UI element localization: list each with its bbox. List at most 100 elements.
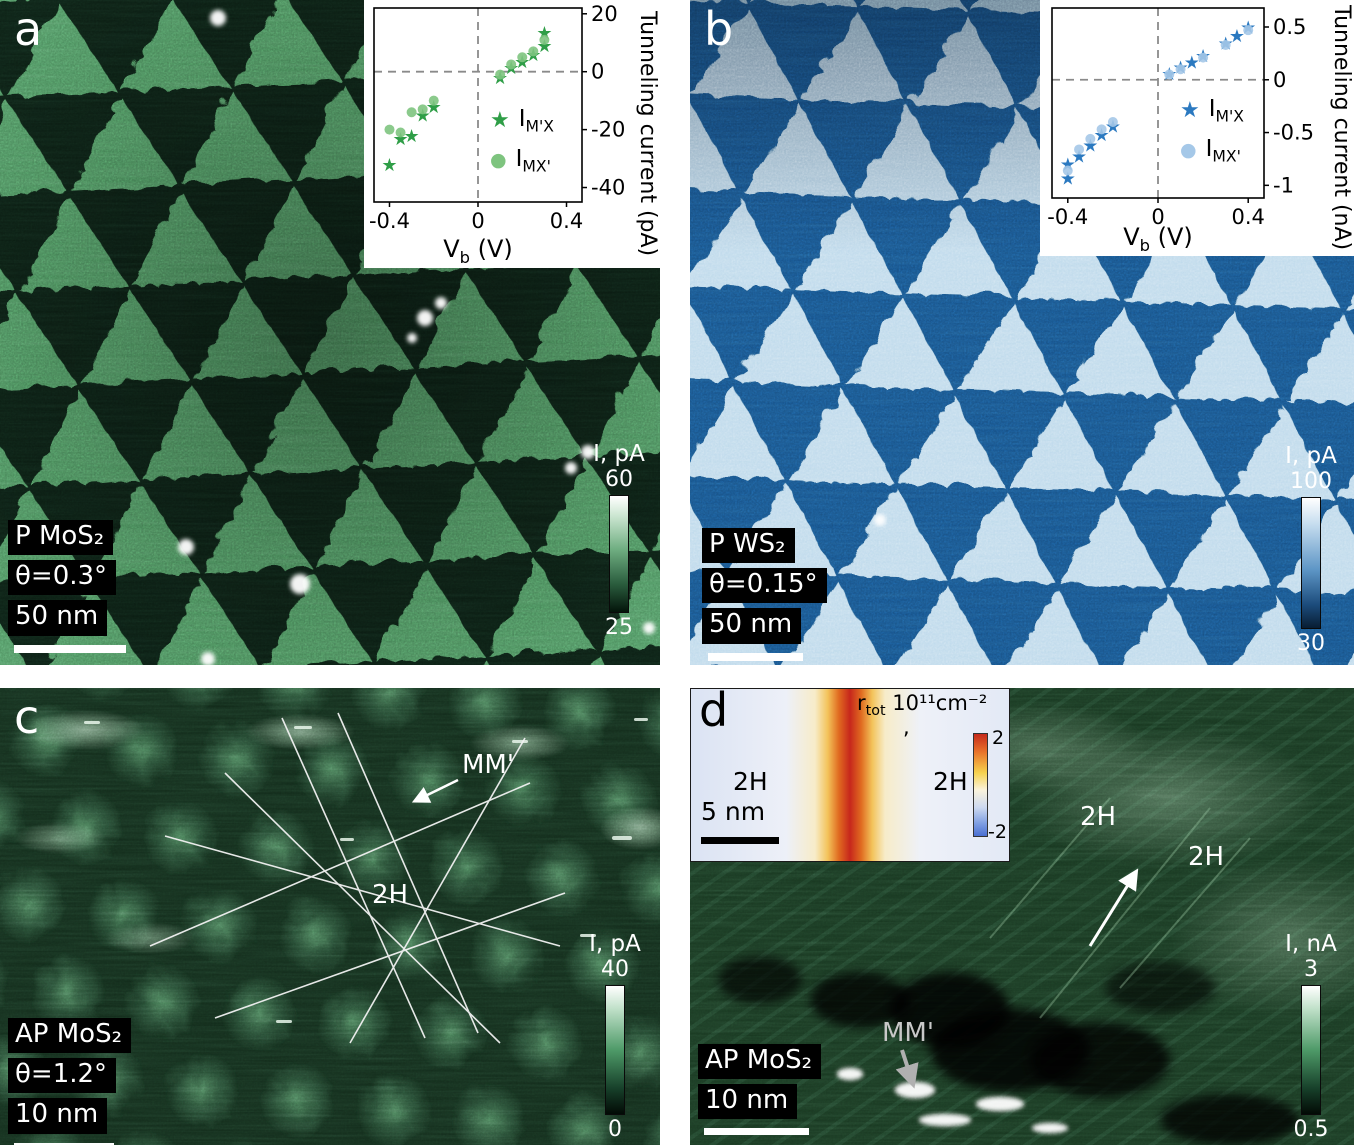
iv-inset-b: -0.400.40.50-0.5-1★★★★★★★★★★★★★ Tunnelin… <box>1040 0 1354 256</box>
sample-label: AP MoS₂ <box>698 1044 821 1080</box>
data-point-circle <box>1074 144 1085 155</box>
colorbar-max: 60 <box>605 467 633 493</box>
y-tick-label: -0.5 <box>1273 121 1314 145</box>
2h-label: 2H <box>372 880 409 910</box>
simulation-inset: d 2H 2H 5 nm rtot 10¹¹cm⁻² , 2 -2 <box>690 688 1010 862</box>
sample-label: P WS₂ <box>702 528 795 564</box>
legend-label: IMX' <box>1205 135 1241 166</box>
x-axis-symbol: V <box>443 235 460 264</box>
data-point-circle <box>1107 117 1118 127</box>
scalebar-label: 50 nm <box>8 600 108 636</box>
star-marker-icon: ★ <box>490 107 510 133</box>
legend-item: ● IMX' <box>1180 136 1244 166</box>
colorbar-min: 0.5 <box>1293 1116 1329 1142</box>
labels-a: P MoS₂ θ=0.3° 50 nm <box>8 520 126 653</box>
data-point-circle <box>1085 133 1096 144</box>
2h-right-label: 2H <box>933 767 968 796</box>
legend-label: IMX' <box>515 145 551 176</box>
inset-colorbar-gradient <box>973 733 988 837</box>
data-point-circle <box>395 127 406 138</box>
data-point-star: ★ <box>404 126 420 147</box>
x-axis-label: Vb (V) <box>1052 223 1264 255</box>
y-axis-label: Tunneling current (nA) <box>1329 5 1354 251</box>
sample-label: P MoS₂ <box>8 520 114 556</box>
scalebar <box>704 1128 809 1136</box>
labels-d: AP MoS₂ 10 nm <box>698 1044 821 1136</box>
panel-letter-c: c <box>14 690 40 744</box>
domain-wall-lines <box>149 712 566 1044</box>
data-point-circle <box>495 69 506 80</box>
panel-b: b -0.400.40.50-0.5-1★★★★★★★★★★★★★ Tunnel… <box>690 0 1354 665</box>
data-point-circle <box>428 95 439 106</box>
twist-angle-label: θ=0.3° <box>8 560 117 596</box>
labels-c: AP MoS₂ θ=1.2° 10 nm <box>8 1018 131 1145</box>
afm-image-d <box>690 688 1354 1145</box>
inset-colorbar-title: rtot 10¹¹cm⁻² <box>857 691 988 720</box>
panel-letter-a: a <box>14 2 43 56</box>
data-point-star: ★ <box>1060 168 1076 189</box>
colorbar-max: 40 <box>601 957 629 983</box>
y-tick-label: 0 <box>591 60 604 84</box>
bright-streaks <box>84 718 648 1023</box>
data-point-circle <box>406 107 417 118</box>
data-point-circle <box>506 59 517 70</box>
wall-annotation-arrow <box>1088 868 1139 947</box>
colorbar-title: I, pA <box>1285 443 1337 469</box>
colorbar-title: I, pA <box>593 441 645 467</box>
2h-left-label: 2H <box>733 767 768 796</box>
colorbar-gradient <box>605 984 625 1115</box>
y-axis-label: Tunneling current (pA) <box>635 11 660 257</box>
y-tick-label: -1 <box>1273 173 1294 197</box>
sample-label: AP MoS₂ <box>8 1018 131 1054</box>
colorbar-b: I, pA 100 30 <box>1280 443 1342 656</box>
scalebar-label: 50 nm <box>702 608 802 644</box>
data-point-circle <box>1062 165 1073 176</box>
inset-colorbar-min: -2 <box>988 821 1007 843</box>
scalebar <box>14 644 126 653</box>
colorbar-min: 0 <box>608 1116 622 1142</box>
x-axis-label: Vb (V) <box>374 235 582 267</box>
colorbar-gradient <box>1301 496 1321 629</box>
x-axis-subscript: b <box>1139 236 1150 255</box>
colorbar-min: 25 <box>605 614 633 640</box>
data-point-circle <box>517 52 528 63</box>
y-tick-label: 0.5 <box>1273 15 1306 39</box>
scalebar <box>14 1142 114 1145</box>
panel-letter-b: b <box>704 2 734 56</box>
data-point-star: ★ <box>1229 26 1245 47</box>
y-tick-label: 0 <box>1273 68 1286 92</box>
colorbar-title: I, pA <box>589 931 641 957</box>
legend-item: ★ IM'X <box>490 106 554 136</box>
adsorbates <box>178 10 655 665</box>
data-point-circle <box>1164 69 1175 80</box>
legend: ★ IM'X ● IMX' <box>490 106 554 175</box>
data-point-circle <box>539 34 550 45</box>
x-tick-label: 0 <box>471 209 484 233</box>
x-tick-label: -0.4 <box>369 209 410 233</box>
inset-scalebar-label: 5 nm <box>701 797 766 826</box>
data-point-star: ★ <box>1184 52 1200 73</box>
charge-density-map <box>691 689 1009 861</box>
mm-prime-label: MM' <box>462 750 515 780</box>
panel-d: 2H 2H MM' d 2H 2H 5 nm rtot 10¹¹cm⁻² , 2… <box>690 688 1354 1145</box>
legend: ★ IM'X ● IMX' <box>1180 96 1244 165</box>
data-point-circle <box>528 46 539 57</box>
x-tick-label: 0.4 <box>1232 205 1265 229</box>
inset-colorbar-max: 2 <box>992 727 1005 749</box>
colorbar-d: I, nA 3 0.5 <box>1282 931 1340 1142</box>
scalebar <box>708 652 803 661</box>
colorbar-gradient <box>1301 984 1321 1115</box>
scalebar-label: 10 nm <box>698 1084 798 1120</box>
colorbar-max: 100 <box>1290 469 1332 495</box>
star-marker-icon: ★ <box>1180 97 1200 123</box>
y-tick-label: -40 <box>591 176 625 200</box>
data-point-circle <box>384 124 395 135</box>
2h-upper-label: 2H <box>1080 802 1117 832</box>
data-point-circle <box>1243 25 1254 36</box>
colorbar-c: I, pA 40 0 <box>586 931 644 1142</box>
mm-annotation-arrow <box>411 778 459 803</box>
circle-marker-icon: ● <box>490 148 507 171</box>
